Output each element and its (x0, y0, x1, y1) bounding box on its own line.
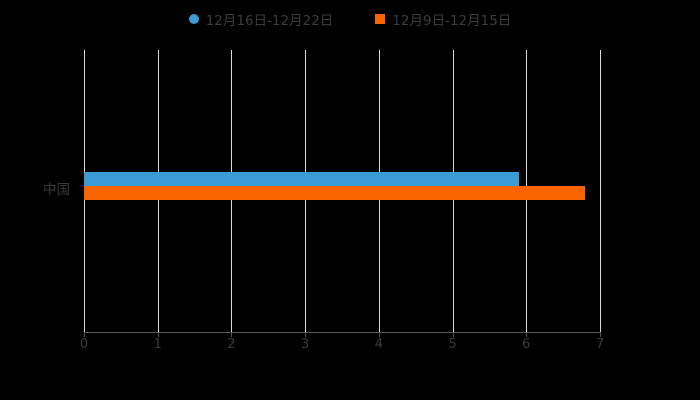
legend-label-series-1: 12月9日-12月15日 (392, 13, 512, 29)
x-tick-mark-3 (305, 332, 307, 337)
legend-label-series-0: 12月16日-12月22日 (205, 13, 334, 29)
x-tick-mark-1 (157, 332, 159, 337)
legend-item-series-1[interactable]: 12月9日-12月15日 (375, 9, 511, 29)
x-tick-label-7: 7 (595, 337, 605, 352)
x-tick-label-6: 6 (522, 337, 531, 352)
x-tick-label-0: 0 (79, 337, 89, 352)
x-tick-mark-4 (378, 332, 380, 337)
x-axis-line (84, 332, 600, 333)
x-tick-mark-0 (84, 332, 85, 337)
y-axis-category-label: 中国 (43, 182, 70, 198)
x-tick-mark-2 (231, 332, 233, 337)
bar-series-0-china[interactable] (84, 172, 519, 186)
x-tick-mark-7 (600, 332, 601, 337)
x-tick-label-3: 3 (301, 337, 310, 352)
x-tick-label-4: 4 (374, 337, 383, 352)
square-marker-icon (375, 14, 386, 24)
x-tick-mark-5 (452, 332, 454, 337)
plot-area (84, 50, 600, 332)
bar-series-1-china[interactable] (84, 186, 586, 200)
legend-item-series-0[interactable]: 12月16日-12月22日 (188, 9, 334, 29)
gridline-7 (600, 50, 601, 332)
x-tick-label-2: 2 (227, 337, 236, 352)
x-tick-label-1: 1 (153, 337, 162, 352)
x-tick-mark-6 (526, 332, 528, 337)
y-axis-labels: 中国 (0, 50, 78, 332)
x-tick-label-5: 5 (448, 337, 457, 352)
circle-marker-icon (188, 14, 199, 24)
chart-legend: 12月16日-12月22日 12月9日-12月15日 (0, 6, 700, 32)
